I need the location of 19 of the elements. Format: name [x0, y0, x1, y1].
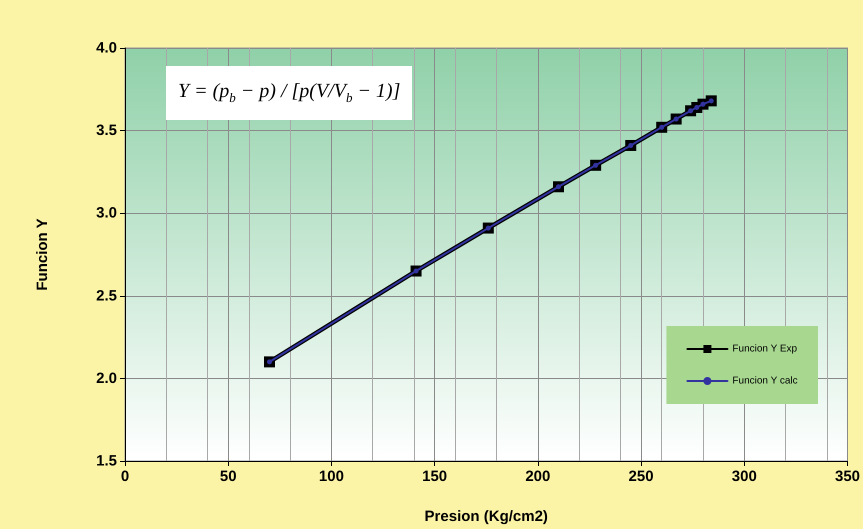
x-tick-label: 0 [120, 468, 130, 485]
annotation: Y = (p$_{b}$ − p) / [p(V/V$_{b}$ − 1)] [166, 66, 412, 120]
legend-label: Funcion Y calc [732, 376, 798, 386]
x-tick-label: 200 [525, 468, 550, 485]
legend-label: Funcion Y Exp [732, 344, 798, 354]
x-tick-label: 300 [732, 468, 757, 485]
x-tick-label: 150 [422, 468, 448, 485]
y-tick-label: 2.5 [96, 287, 117, 304]
x-tick-label: 50 [220, 468, 237, 485]
y-tick-label: 3.5 [96, 122, 117, 140]
y-axis-title: Funcion Y [34, 218, 51, 291]
x-tick-label: 250 [628, 468, 654, 485]
y-tick-label: 2.0 [96, 370, 117, 387]
x-tick-label: 100 [318, 468, 344, 485]
y-tick-label: 3.0 [96, 204, 117, 222]
y-tick-label: 1.5 [96, 452, 117, 470]
y-tick-label: 4.0 [96, 40, 117, 56]
x-axis-title: Presion (Kg/cm2) [424, 508, 548, 525]
x-tick-label: 350 [834, 468, 860, 485]
